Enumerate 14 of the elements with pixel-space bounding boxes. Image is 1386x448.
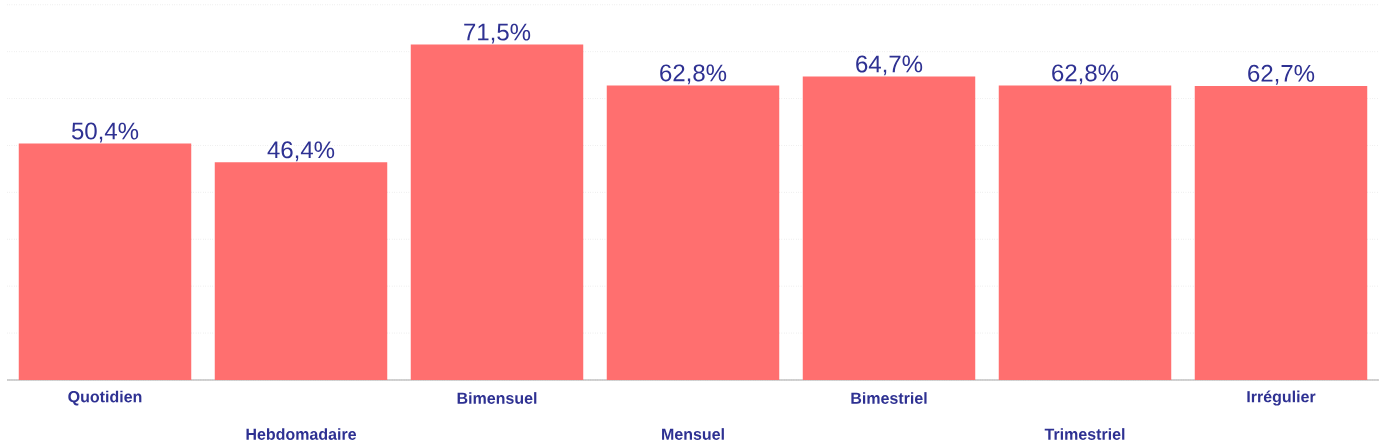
x-tick-label: Mensuel (662, 428, 724, 440)
data-label: 46,4% (267, 141, 335, 162)
data-label: 64,7% (856, 55, 923, 76)
x-tick-label: Bimensuel (457, 392, 537, 404)
x-tick-label: Quotidien (68, 390, 142, 406)
data-label: 71,5% (464, 23, 531, 44)
x-tick-label: Trimestriel (1044, 428, 1125, 440)
x-tick-label: Bimestriel (851, 392, 927, 404)
data-label: 62,8% (660, 64, 727, 85)
data-label: 50,4% (71, 122, 139, 143)
x-tick-label: Hebdomadaire (246, 428, 357, 440)
x-tick-label: Irrégulier (1247, 390, 1316, 406)
data-label: 62,7% (1248, 64, 1315, 85)
data-label: 62,8% (1052, 64, 1119, 85)
